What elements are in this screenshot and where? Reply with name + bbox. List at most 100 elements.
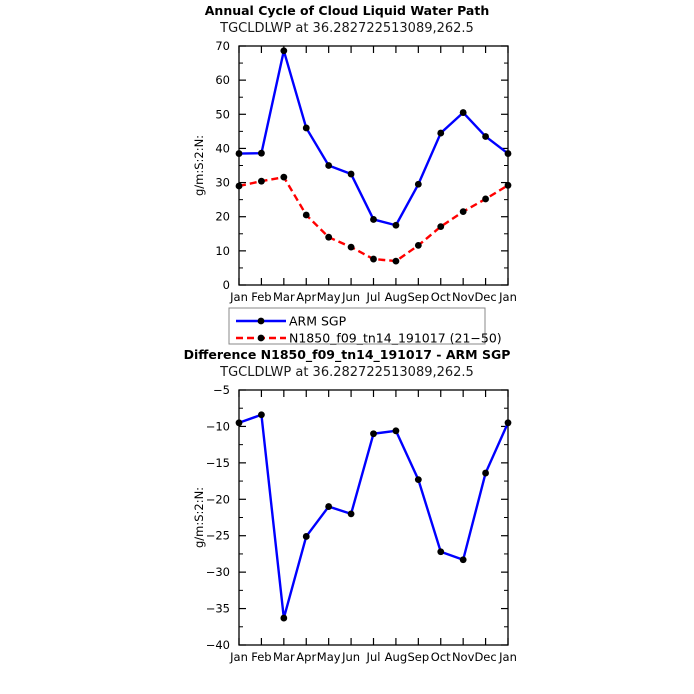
data-point: [482, 195, 489, 203]
data-point: [347, 170, 355, 178]
x-tick-label: Mar: [273, 650, 295, 664]
data-point: [235, 419, 243, 427]
data-point: [280, 173, 288, 181]
plot-frame: [238, 45, 509, 286]
legend-marker: [257, 317, 265, 325]
y-tick-label: 70: [215, 39, 230, 53]
data-point: [459, 109, 467, 116]
x-tick-label: Jul: [366, 650, 381, 664]
data-point: [235, 150, 243, 157]
top-chart-panel: Annual Cycle of Cloud Liquid Water Path …: [0, 0, 694, 345]
bottom-chart-panel: Difference N1850_f09_tn14_191017 - ARM S…: [0, 345, 694, 694]
data-point: [392, 427, 400, 435]
y-tick-label: −20: [206, 492, 230, 506]
data-point: [504, 150, 512, 157]
data-point: [258, 411, 265, 419]
x-tick-label: Dec: [474, 290, 496, 304]
data-point: [459, 208, 467, 215]
data-point: [302, 211, 310, 219]
y-tick-label: −40: [206, 638, 230, 652]
x-tick-label: Jan: [229, 290, 248, 304]
data-point: [392, 221, 400, 229]
x-tick-label: Jan: [229, 650, 248, 664]
data-point: [504, 181, 512, 189]
data-point: [482, 133, 489, 140]
series-line: [238, 49, 509, 227]
data-point: [258, 149, 265, 157]
data-point: [437, 223, 445, 231]
y-axis-label: g/m:S:2:N:: [192, 135, 206, 196]
data-point: [325, 162, 333, 169]
y-tick-label: −10: [206, 419, 230, 433]
x-tick-label: Nov: [452, 290, 475, 304]
x-tick-label: Oct: [431, 290, 451, 304]
data-point: [347, 243, 355, 251]
x-tick-label: Mar: [273, 290, 295, 304]
bottom-chart-title: Difference N1850_f09_tn14_191017 - ARM S…: [183, 347, 511, 362]
x-tick-label: Jun: [341, 290, 360, 304]
data-point: [347, 510, 355, 518]
x-tick-label: Jul: [366, 290, 381, 304]
data-point: [302, 124, 310, 132]
data-point: [370, 216, 377, 223]
data-point: [414, 241, 422, 249]
data-point: [414, 476, 422, 484]
y-tick-label: 20: [215, 210, 230, 224]
legend-label: ARM SGP: [289, 314, 347, 329]
data-point: [302, 533, 310, 540]
x-tick-label: Jun: [341, 650, 360, 664]
x-tick-label: Feb: [251, 290, 271, 304]
x-tick-label: Oct: [431, 650, 451, 664]
data-point: [482, 469, 489, 477]
data-point: [280, 47, 288, 55]
y-tick-label: −30: [206, 565, 230, 579]
top-chart-subtitle: TGCLDLWP at 36.282722513089,262.5: [220, 21, 474, 36]
data-point: [370, 255, 377, 263]
y-tick-label: −25: [206, 529, 230, 543]
x-tick-label: Aug: [385, 650, 407, 664]
y-tick-label: −5: [213, 383, 230, 397]
x-tick-label: Apr: [296, 290, 316, 304]
x-tick-label: Nov: [452, 650, 475, 664]
legend-marker: [257, 334, 265, 342]
y-tick-label: 60: [215, 73, 230, 87]
data-point: [437, 548, 445, 556]
data-point: [504, 419, 512, 427]
y-tick-label: 50: [215, 107, 230, 121]
y-tick-label: 10: [215, 244, 230, 258]
legend-label: N1850_f09_tn14_191017 (21−50): [289, 331, 502, 346]
x-tick-label: Feb: [251, 650, 271, 664]
x-tick-label: Sep: [407, 650, 429, 664]
x-tick-label: Jan: [498, 290, 517, 304]
y-tick-label: −35: [206, 602, 230, 616]
data-point: [392, 257, 400, 265]
x-tick-label: Aug: [385, 290, 407, 304]
data-point: [325, 233, 333, 241]
y-tick-label: 0: [223, 278, 230, 292]
data-point: [459, 556, 467, 564]
data-point: [437, 129, 445, 137]
y-tick-label: 30: [215, 176, 230, 190]
data-point: [414, 180, 422, 188]
data-point: [325, 503, 333, 510]
x-tick-label: Dec: [474, 650, 496, 664]
x-tick-label: Apr: [296, 650, 316, 664]
data-point: [280, 614, 288, 622]
x-tick-label: May: [317, 290, 341, 304]
bottom-chart-subtitle: TGCLDLWP at 36.282722513089,262.5: [220, 365, 474, 380]
data-point: [258, 177, 265, 185]
y-axis-label: g/m:S:2:N:: [192, 487, 206, 548]
x-tick-label: Jan: [498, 650, 517, 664]
series-line: [238, 413, 510, 620]
data-point: [235, 182, 243, 190]
x-tick-label: May: [317, 650, 341, 664]
top-chart-title: Annual Cycle of Cloud Liquid Water Path: [204, 3, 490, 18]
y-tick-label: −15: [206, 456, 230, 470]
x-tick-label: Sep: [407, 290, 429, 304]
y-tick-label: 40: [215, 141, 230, 155]
plot-frame: [238, 389, 509, 646]
data-point: [370, 430, 377, 438]
